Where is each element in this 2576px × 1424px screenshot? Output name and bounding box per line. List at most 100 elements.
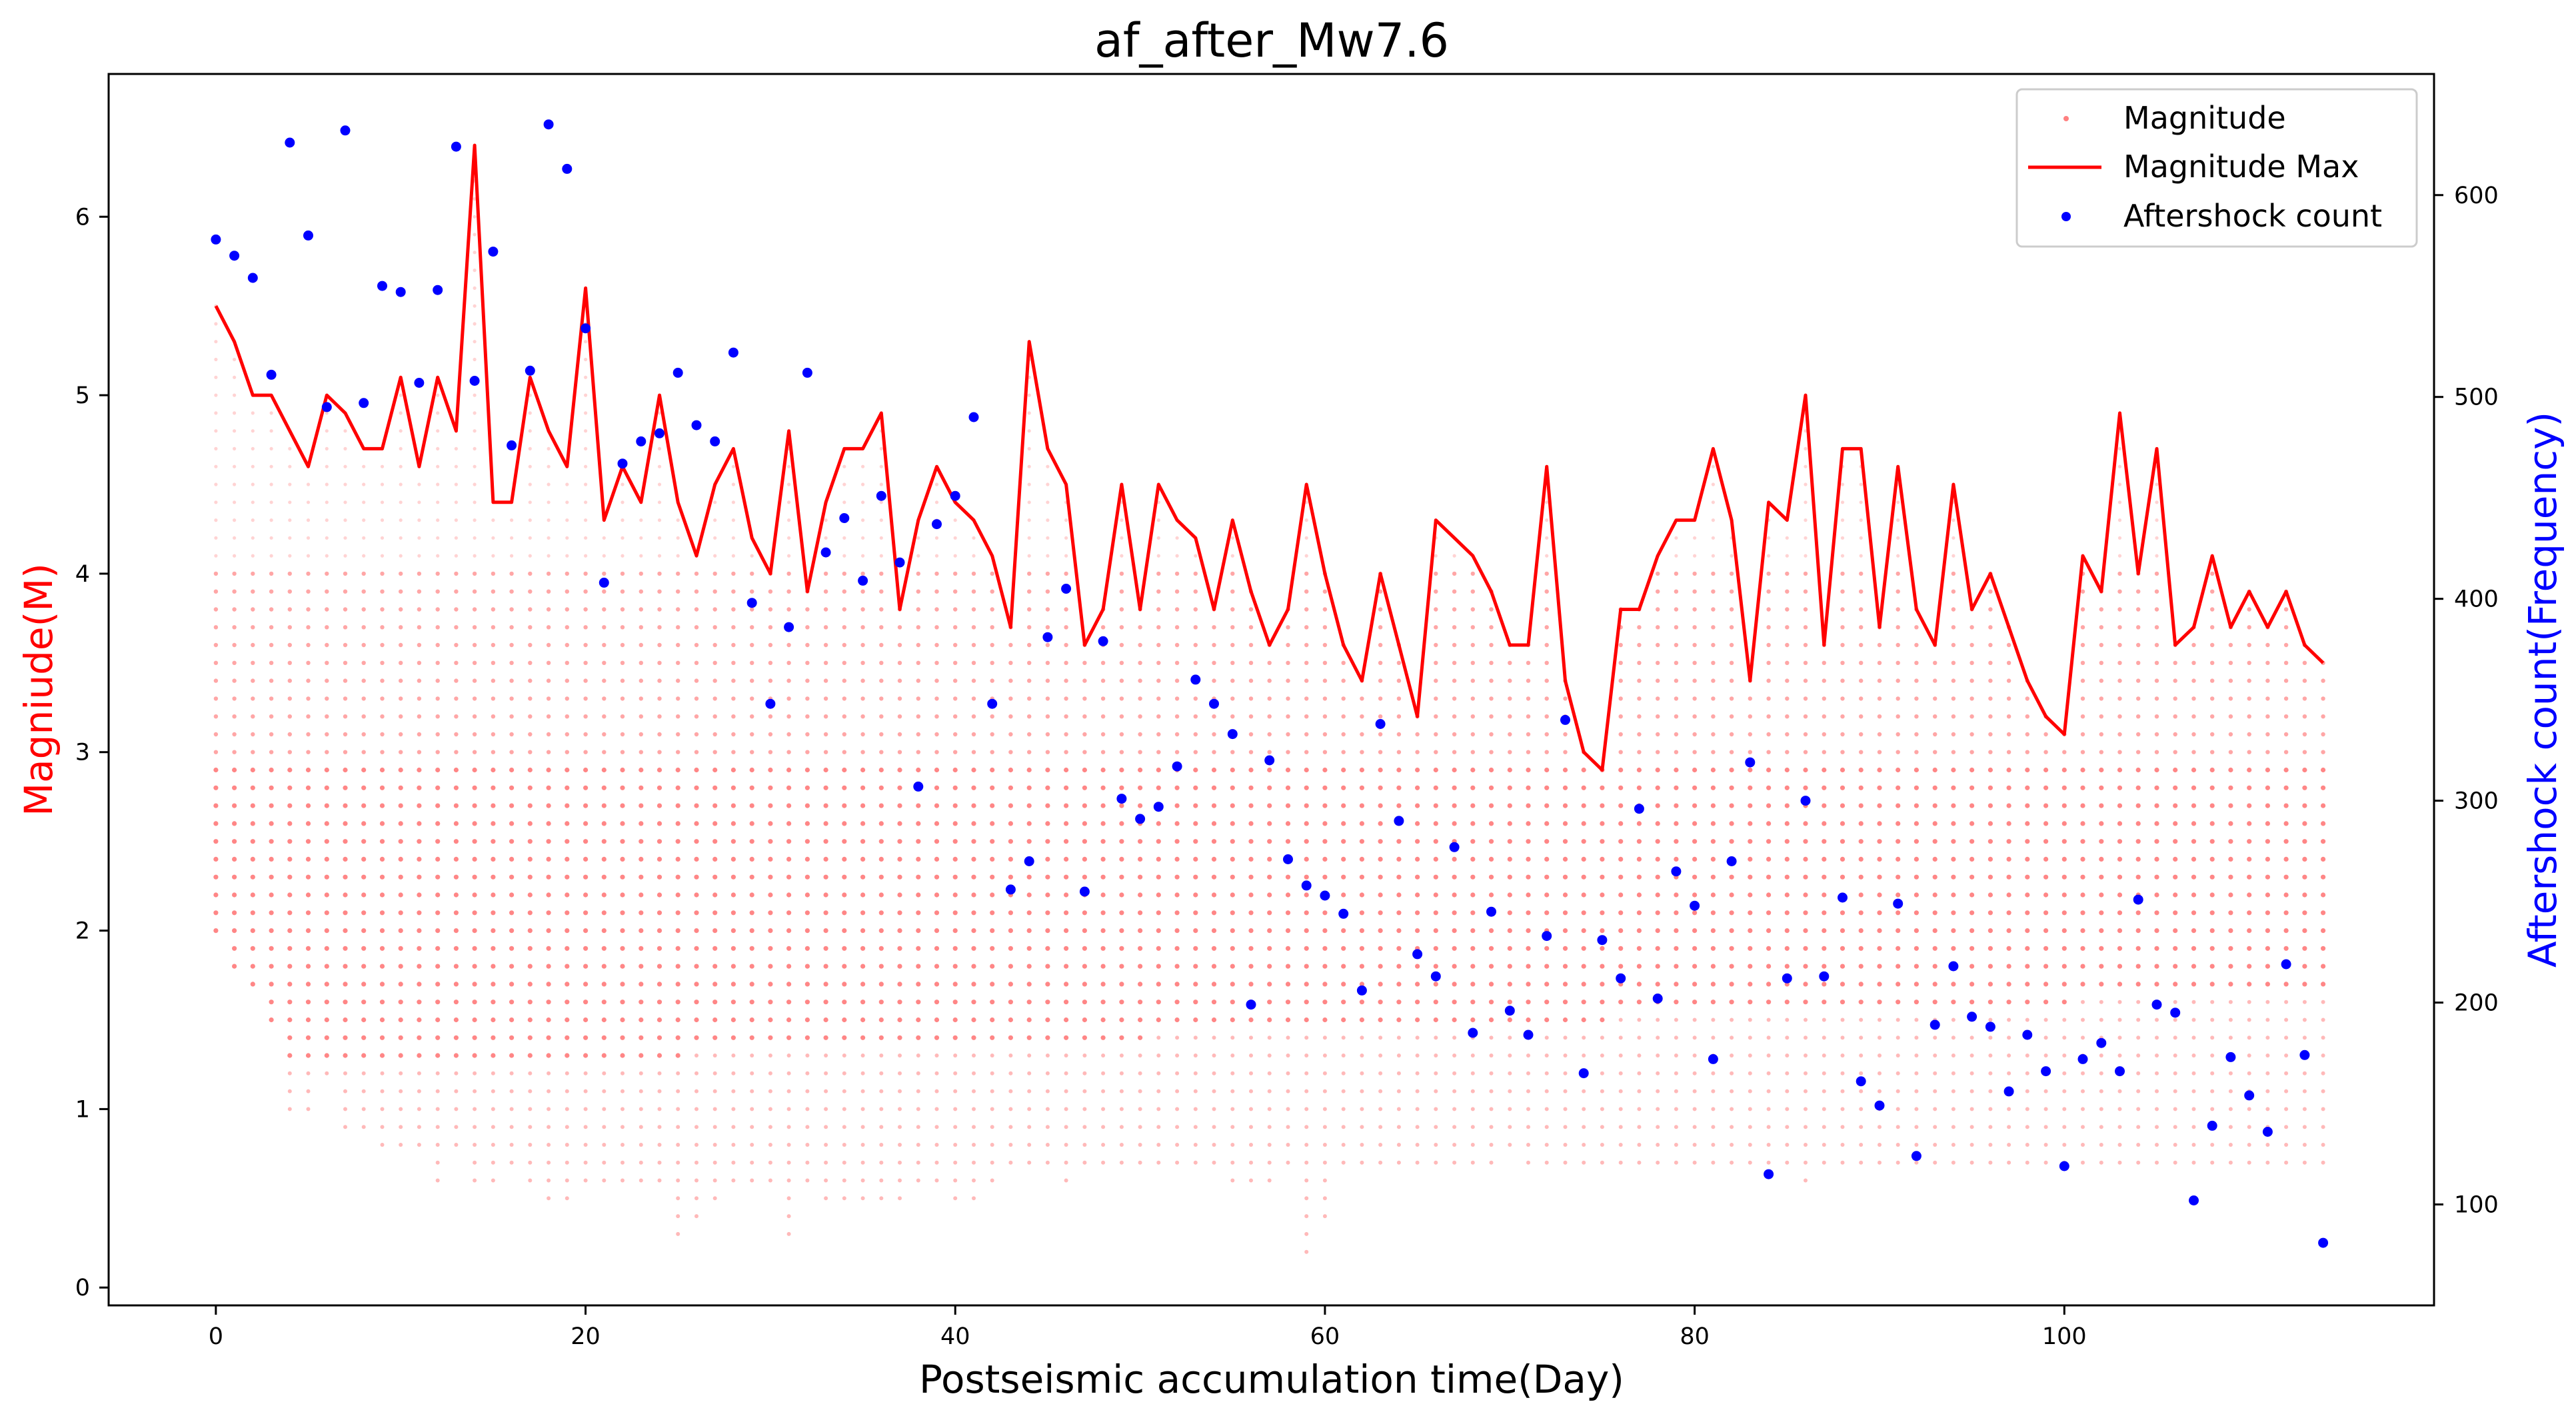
magnitude-point xyxy=(879,554,883,558)
magnitude-point xyxy=(1489,678,1494,683)
magnitude-point xyxy=(547,1160,551,1165)
aftershock-count-point xyxy=(839,513,850,523)
magnitude-point xyxy=(805,1160,810,1165)
magnitude-point xyxy=(1878,1089,1882,1093)
magnitude-point xyxy=(1600,1036,1604,1040)
magnitude-point xyxy=(1877,696,1882,701)
magnitude-point xyxy=(1434,750,1438,754)
magnitude-point xyxy=(1230,982,1235,987)
magnitude-point xyxy=(1932,910,1937,916)
magnitude-point xyxy=(343,607,348,612)
magnitude-point xyxy=(639,785,644,790)
magnitude-point xyxy=(213,910,219,916)
magnitude-point xyxy=(417,892,422,898)
magnitude-point xyxy=(1526,1107,1530,1111)
magnitude-point xyxy=(1784,839,1790,844)
magnitude-point xyxy=(583,607,588,612)
magnitude-point xyxy=(1636,928,1642,934)
magnitude-point xyxy=(343,554,347,558)
magnitude-point xyxy=(1064,1107,1068,1111)
magnitude-point xyxy=(1434,1054,1438,1058)
magnitude-point xyxy=(2284,1160,2289,1165)
aftershock-count-point xyxy=(2225,1052,2236,1062)
magnitude-point xyxy=(712,1071,717,1075)
magnitude-point xyxy=(1877,803,1882,808)
aftershock-count-point xyxy=(950,490,960,501)
magnitude-point xyxy=(1304,518,1308,522)
magnitude-point xyxy=(1507,856,1512,862)
magnitude-point xyxy=(1304,874,1309,880)
magnitude-point xyxy=(621,1160,625,1165)
magnitude-point xyxy=(1322,1178,1327,1183)
magnitude-point xyxy=(1600,1054,1604,1058)
magnitude-point xyxy=(730,767,736,773)
magnitude-point xyxy=(1174,982,1180,987)
magnitude-point xyxy=(306,714,311,719)
magnitude-point xyxy=(2191,642,2196,648)
magnitude-point xyxy=(288,536,292,540)
magnitude-point xyxy=(1156,571,1161,576)
magnitude-point xyxy=(1488,785,1494,790)
magnitude-point xyxy=(2247,1107,2251,1111)
magnitude-point xyxy=(2191,982,2197,987)
magnitude-point xyxy=(1711,1018,1716,1022)
magnitude-point xyxy=(213,750,219,754)
magnitude-point xyxy=(565,1017,570,1023)
magnitude-point xyxy=(1914,1000,1919,1005)
magnitude-point xyxy=(1508,1125,1512,1129)
magnitude-point xyxy=(399,536,403,540)
magnitude-point xyxy=(786,856,792,862)
aftershock-count-point xyxy=(2170,1008,2181,1018)
magnitude-point xyxy=(657,589,662,594)
magnitude-point xyxy=(842,910,847,916)
magnitude-point xyxy=(1230,554,1234,558)
magnitude-point xyxy=(1766,571,1771,576)
magnitude-point xyxy=(2284,1071,2289,1075)
magnitude-point xyxy=(1304,554,1308,558)
magnitude-point xyxy=(1581,964,1586,969)
magnitude-point xyxy=(491,1035,496,1040)
magnitude-point xyxy=(1156,964,1161,969)
magnitude-point xyxy=(2173,1143,2177,1147)
magnitude-point xyxy=(953,750,958,754)
magnitude-point xyxy=(1544,1071,1549,1075)
magnitude-point xyxy=(472,1017,477,1023)
magnitude-point xyxy=(1359,785,1364,790)
magnitude-point xyxy=(730,928,736,934)
magnitude-point xyxy=(250,910,255,916)
magnitude-point xyxy=(2173,1000,2177,1004)
magnitude-point xyxy=(2191,892,2197,898)
magnitude-point xyxy=(1674,785,1679,790)
magnitude-point xyxy=(953,607,958,612)
magnitude-point xyxy=(1211,982,1217,987)
magnitude-point xyxy=(1914,1125,1919,1129)
magnitude-point xyxy=(934,839,940,844)
magnitude-point xyxy=(1212,732,1216,737)
magnitude-point xyxy=(417,1143,421,1147)
magnitude-point xyxy=(842,482,846,486)
magnitude-point xyxy=(473,197,477,201)
magnitude-point xyxy=(1322,1089,1327,1093)
magnitude-point xyxy=(2117,821,2123,826)
magnitude-point xyxy=(473,500,477,504)
magnitude-point xyxy=(325,571,329,576)
magnitude-point xyxy=(898,1125,902,1129)
magnitude-point xyxy=(454,1125,459,1129)
magnitude-point xyxy=(1193,821,1198,826)
magnitude-point xyxy=(1488,982,1494,987)
magnitude-point xyxy=(1396,750,1402,754)
magnitude-point xyxy=(861,482,865,486)
magnitude-point xyxy=(1064,856,1069,862)
magnitude-point xyxy=(2155,1071,2159,1075)
magnitude-point xyxy=(639,625,643,630)
magnitude-point xyxy=(472,874,477,880)
magnitude-point xyxy=(768,1000,773,1005)
magnitude-point xyxy=(1896,607,1900,612)
magnitude-point xyxy=(1008,1107,1013,1111)
magnitude-point xyxy=(583,856,589,862)
magnitude-point xyxy=(2007,1071,2011,1075)
magnitude-point xyxy=(639,1107,643,1111)
magnitude-point xyxy=(1027,1071,1032,1075)
magnitude-point xyxy=(2265,946,2270,951)
magnitude-point xyxy=(287,964,293,969)
